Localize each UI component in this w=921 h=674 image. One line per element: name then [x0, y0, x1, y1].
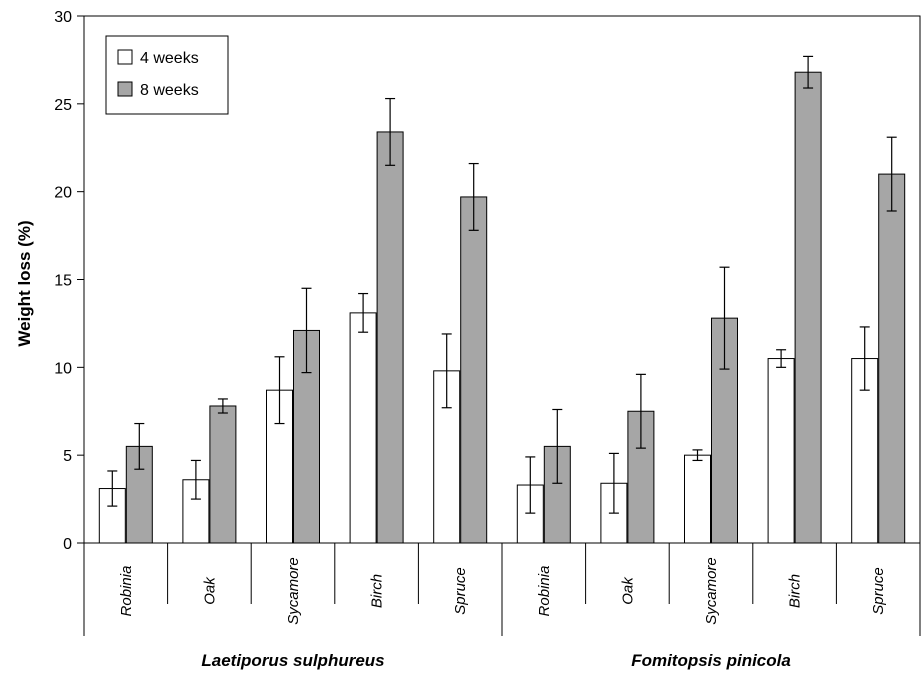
category-label: Birch	[787, 574, 804, 608]
category-label: Sycamore	[703, 557, 720, 625]
bar-4-weeks	[349, 312, 377, 544]
legend-label: 8 weeks	[140, 82, 199, 99]
bar-8-weeks	[878, 173, 906, 544]
category-label: Spruce	[452, 567, 469, 615]
y-tick-label: 25	[54, 97, 72, 114]
legend-label: 4 weeks	[140, 50, 199, 67]
bar-8-weeks	[460, 196, 488, 544]
bar-4-weeks	[684, 454, 711, 544]
category-label: Sycamore	[285, 557, 302, 625]
y-tick-label: 5	[63, 448, 72, 465]
category-label: Robinia	[536, 566, 553, 617]
bar-8-weeks	[794, 71, 822, 544]
category-label: Oak	[619, 576, 636, 605]
y-tick-label: 10	[54, 360, 72, 377]
bar-8-weeks	[376, 131, 404, 544]
legend-box	[105, 35, 229, 115]
legend-swatch	[117, 49, 133, 65]
category-label: Oak	[201, 576, 218, 605]
category-label: Spruce	[870, 567, 887, 615]
legend-swatch	[117, 81, 133, 97]
y-tick-label: 15	[54, 273, 72, 290]
bar-8-weeks	[209, 405, 237, 544]
category-label: Birch	[369, 574, 386, 608]
y-tick-label: 0	[63, 536, 72, 553]
bar-4-weeks	[767, 358, 795, 544]
y-tick-label: 20	[54, 185, 72, 202]
group-label: Fomitopsis pinicola	[631, 651, 791, 670]
y-tick-label: 30	[54, 9, 72, 26]
category-label: Robinia	[118, 566, 135, 617]
group-label: Laetiporus sulphureus	[201, 651, 384, 670]
y-axis-title: Weight loss (%)	[15, 220, 34, 346]
